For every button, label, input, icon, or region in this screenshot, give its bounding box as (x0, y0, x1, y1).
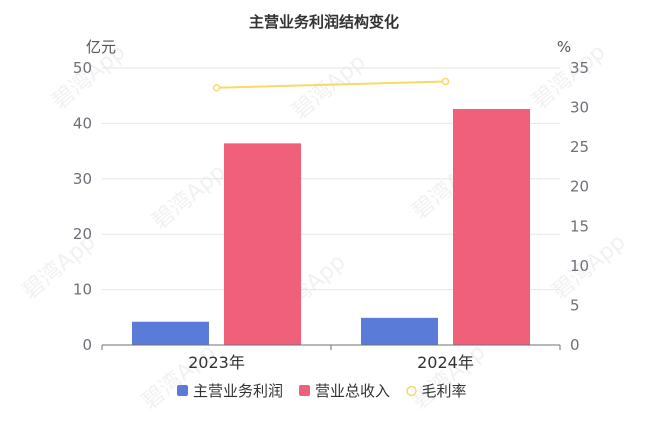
line-margin (216, 80, 446, 89)
left-tick-label: 0 (82, 336, 92, 354)
bar-profit (132, 321, 209, 345)
watermark-text: 碧湾App (138, 340, 221, 415)
legend-swatch (177, 385, 188, 396)
watermark-text: 碧湾App (408, 340, 491, 415)
bars-group (132, 108, 530, 345)
right-tick-label: 5 (570, 296, 580, 314)
line-point (212, 84, 221, 92)
right-tick-label: 20 (570, 178, 589, 196)
line-series-group (212, 77, 450, 92)
bar-revenue (453, 108, 530, 345)
right-tick-label: 0 (570, 336, 580, 354)
category-label: 2023年 (188, 353, 245, 372)
bar-profit (361, 317, 438, 345)
bar-revenue (224, 143, 301, 345)
left-tick-label: 30 (73, 170, 92, 188)
right-tick-label: 30 (570, 99, 589, 117)
legend-swatch (299, 385, 310, 396)
category-labels: 2023年 2024年 (188, 353, 474, 372)
left-axis-ticks: 0 10 20 30 40 50 (73, 59, 92, 354)
right-tick-label: 25 (570, 138, 589, 156)
chart-title: 主营业务利润结构变化 (249, 13, 399, 31)
x-axis (101, 344, 561, 350)
left-tick-label: 20 (73, 225, 92, 243)
legend-item[interactable]: 主营业务利润 (177, 382, 283, 400)
legend-label: 主营业务利润 (193, 382, 283, 400)
watermark-text: 碧湾App (148, 160, 231, 235)
legend-item[interactable]: 营业总收入 (299, 382, 390, 400)
left-axis-unit: 亿元 (86, 38, 116, 56)
line-point (441, 77, 450, 86)
watermark-text: 碧湾App (288, 50, 371, 125)
right-axis-unit: % (557, 38, 571, 56)
legend-item[interactable]: 毛利率 (406, 382, 467, 400)
right-tick-label: 15 (570, 217, 589, 235)
left-tick-label: 50 (73, 59, 92, 77)
right-tick-label: 35 (570, 59, 589, 77)
legend-label: 毛利率 (422, 382, 467, 400)
legend[interactable]: 主营业务利润 营业总收入 毛利率 (177, 382, 467, 400)
category-label: 2024年 (417, 353, 474, 372)
left-tick-label: 40 (73, 114, 92, 132)
watermark-text: 碧湾App (548, 230, 631, 305)
right-axis-ticks: 0 5 10 15 20 25 30 35 (570, 59, 589, 354)
legend-label: 营业总收入 (315, 382, 390, 400)
right-tick-label: 10 (570, 257, 589, 275)
left-tick-label: 10 (73, 281, 92, 299)
legend-swatch (406, 385, 417, 397)
